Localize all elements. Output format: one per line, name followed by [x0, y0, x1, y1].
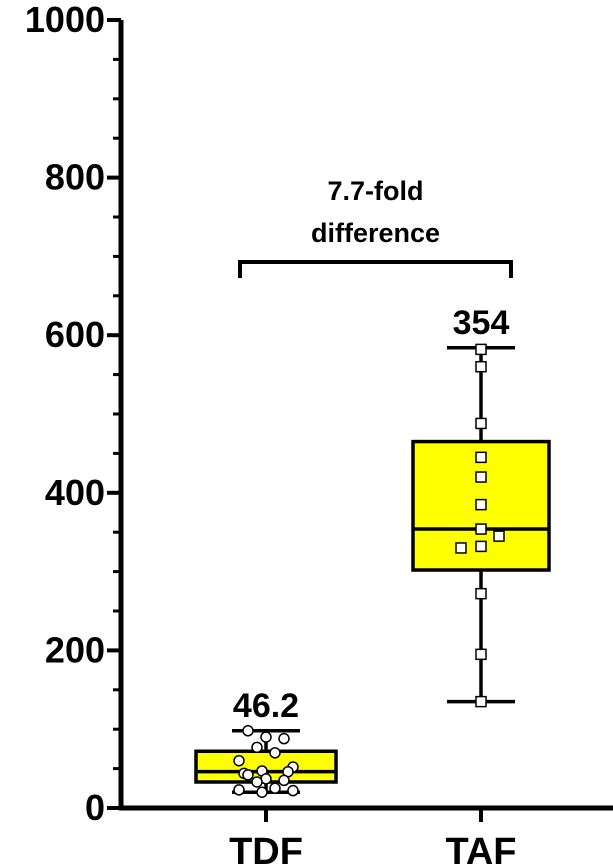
- y-tick-label: 0: [85, 787, 105, 828]
- data-point: [251, 741, 263, 754]
- annotation-line-1: 7.7-fold: [327, 176, 423, 206]
- data-point: [475, 451, 487, 464]
- median-value-label: 354: [453, 304, 510, 342]
- data-point: [475, 523, 487, 535]
- data-point: [242, 769, 254, 781]
- data-point: [455, 542, 467, 554]
- data-point: [251, 776, 263, 788]
- data-point: [233, 754, 245, 767]
- data-point: [256, 786, 268, 798]
- comparison-bracket: [238, 260, 513, 278]
- data-point: [278, 732, 290, 745]
- data-point: [475, 695, 487, 708]
- y-tick-label: 800: [45, 157, 105, 198]
- data-point: [475, 417, 487, 430]
- axes: 0 200 400 600 800 1000 TDF TAF: [25, 0, 613, 868]
- y-tick-label: 600: [45, 314, 105, 355]
- x-category-label: TDF: [229, 831, 303, 868]
- data-point: [475, 587, 487, 600]
- data-point: [493, 530, 505, 542]
- data-point: [475, 343, 487, 356]
- data-point: [278, 774, 290, 787]
- box-group-taf: 354: [411, 304, 551, 708]
- data-point: [475, 360, 487, 373]
- data-point: [269, 747, 281, 759]
- annotation-line-2: difference: [311, 218, 440, 248]
- y-tick-label: 200: [45, 629, 105, 670]
- annotation: 7.7-fold difference: [238, 176, 513, 278]
- data-point: [233, 784, 245, 796]
- data-point: [287, 784, 299, 797]
- data-point: [475, 471, 487, 483]
- x-category-label: TAF: [445, 831, 516, 868]
- y-tick-label: 1000: [25, 0, 105, 40]
- data-point: [475, 648, 487, 661]
- plot-area: 46.2 354: [194, 304, 551, 798]
- data-point: [260, 731, 272, 743]
- data-point: [475, 498, 487, 511]
- data-point: [242, 725, 254, 737]
- data-point: [269, 782, 281, 795]
- box-group-tdf: 46.2: [194, 687, 338, 798]
- data-point: [475, 540, 487, 553]
- y-tick-label: 400: [45, 472, 105, 513]
- median-value-label: 46.2: [233, 687, 299, 725]
